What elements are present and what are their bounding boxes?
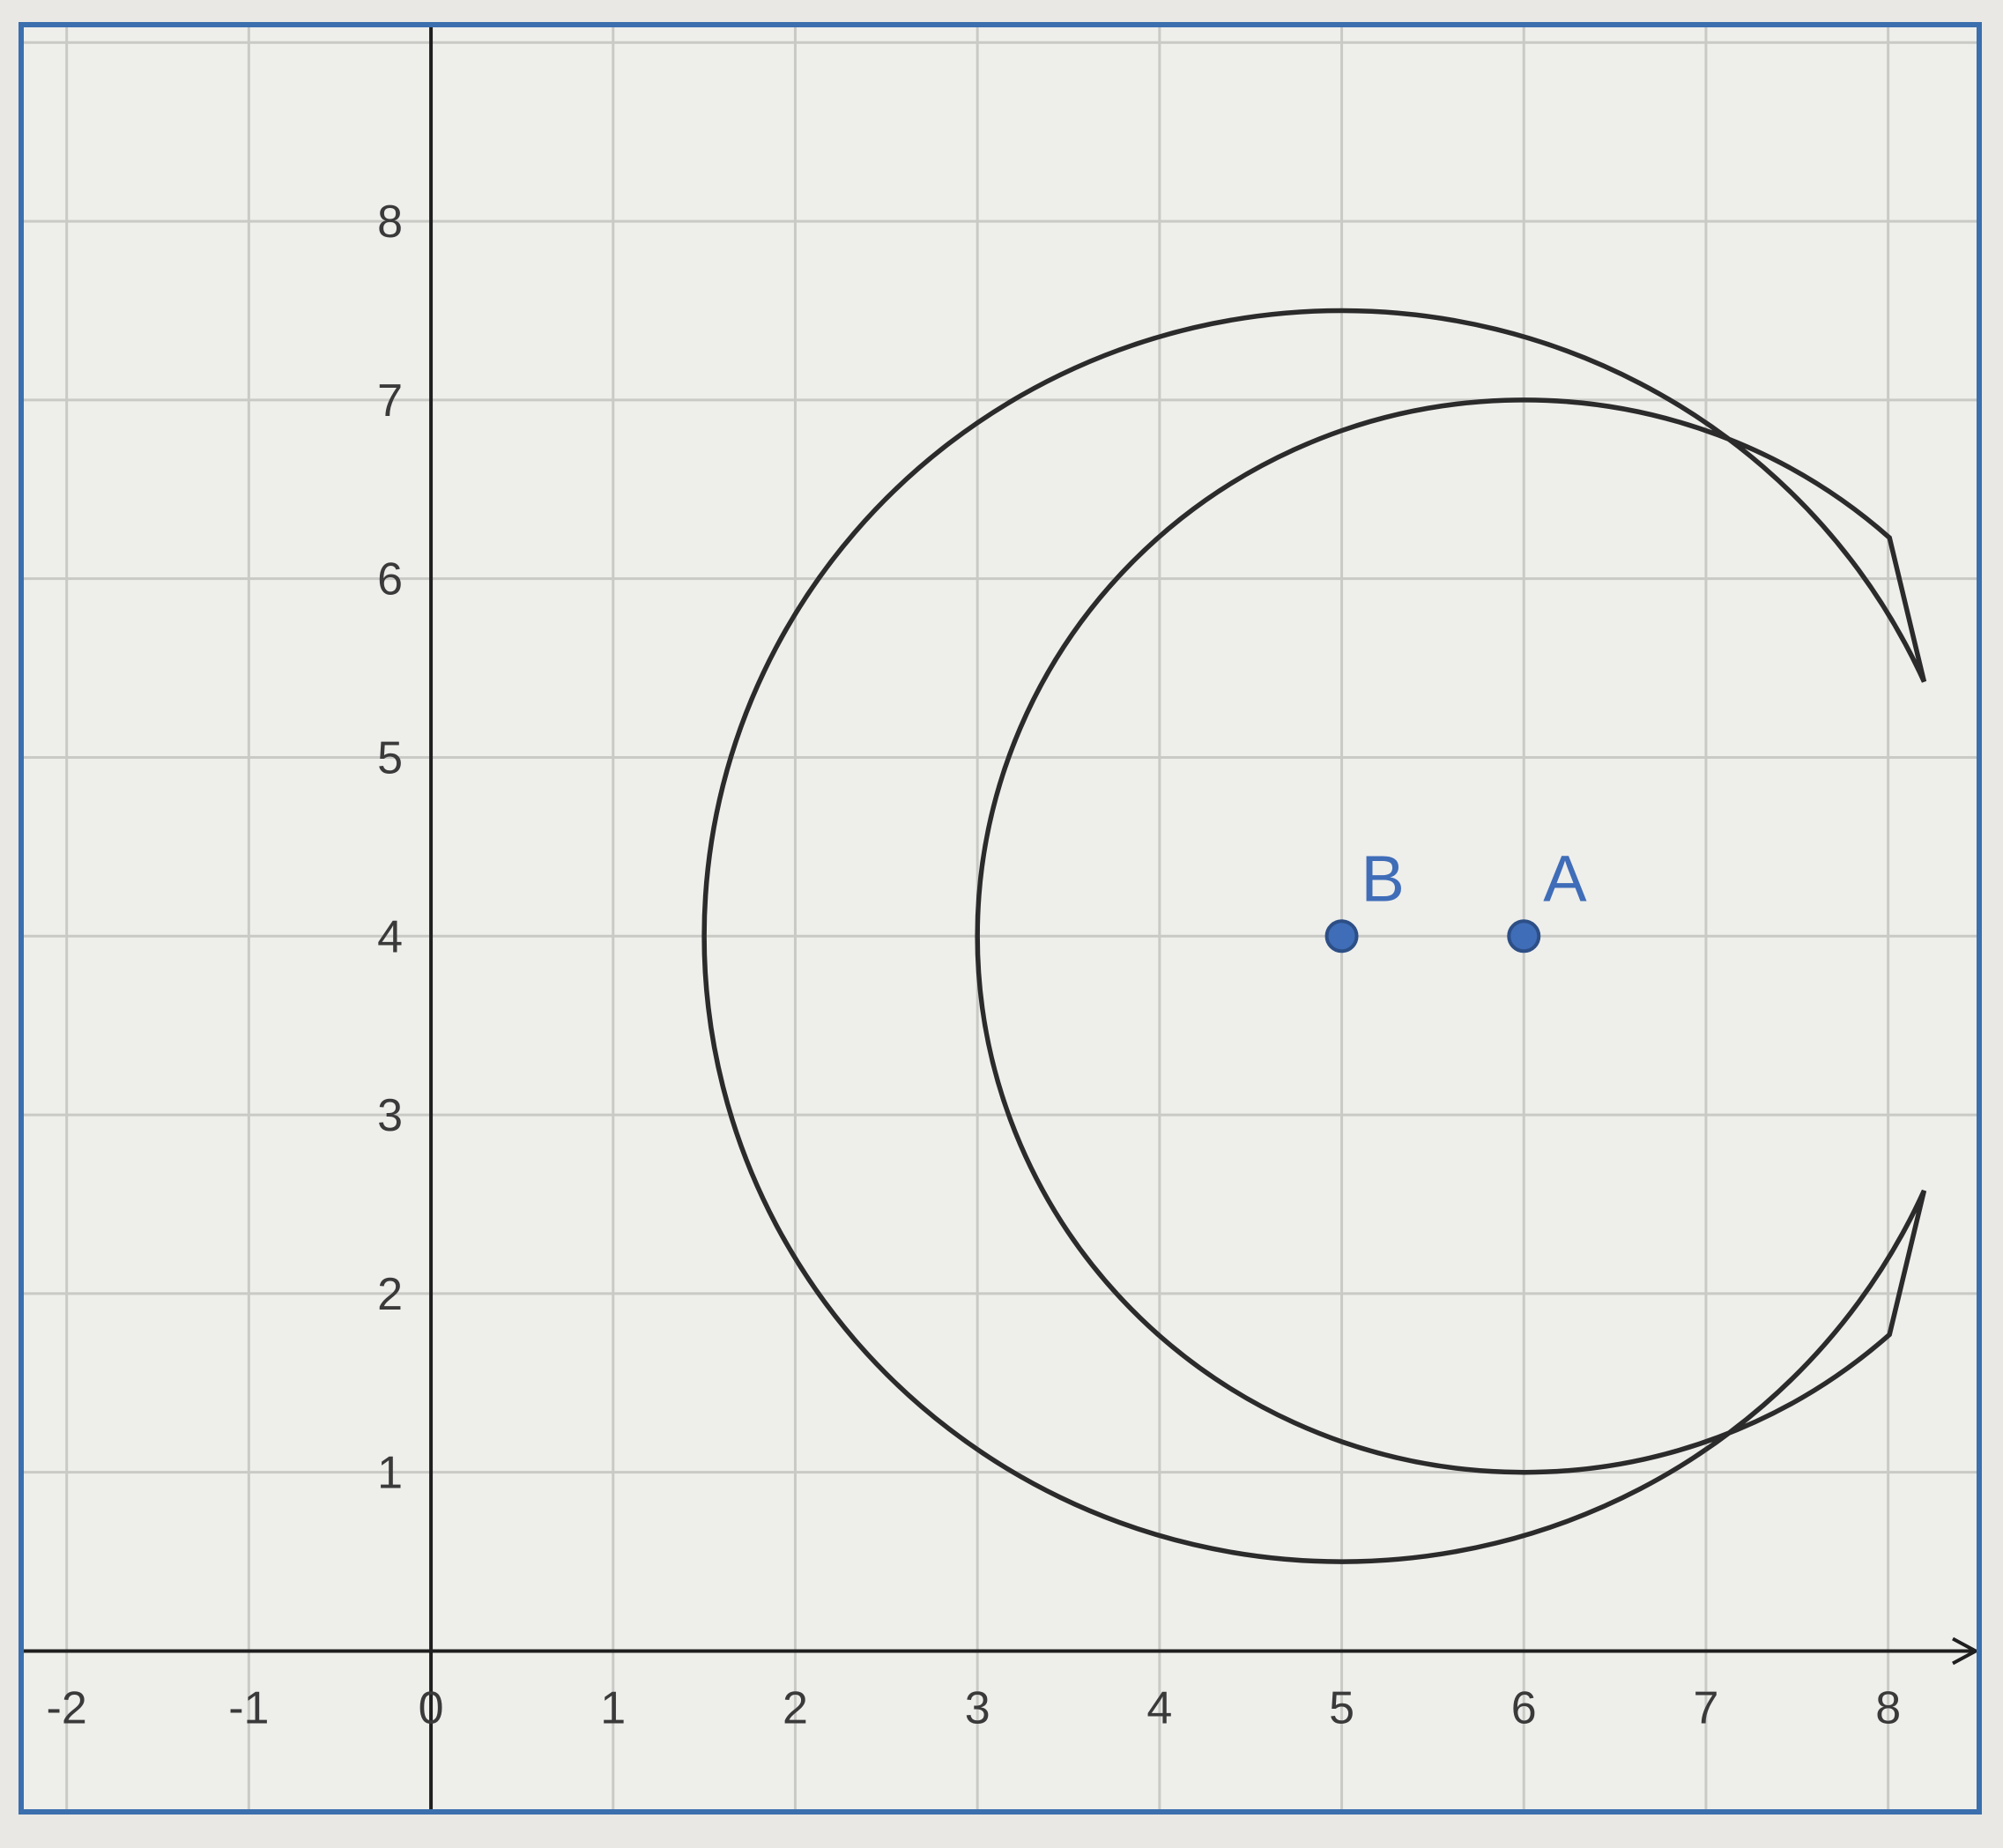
x-tick-label: 1 bbox=[600, 1682, 626, 1733]
x-tick-label: -1 bbox=[228, 1682, 269, 1733]
y-tick-label: 5 bbox=[377, 732, 403, 783]
y-tick-label: 6 bbox=[377, 554, 403, 605]
y-tick-label: 2 bbox=[377, 1269, 403, 1320]
x-axis-tick-labels: -2 -1 0 1 2 3 4 5 6 7 8 bbox=[47, 1682, 1902, 1733]
x-axis-arrow bbox=[1952, 1636, 1980, 1666]
x-tick-label: 7 bbox=[1693, 1682, 1718, 1733]
y-axis-tick-labels: 1 2 3 4 5 6 7 8 bbox=[377, 197, 403, 1499]
x-tick-label: 6 bbox=[1511, 1682, 1537, 1733]
x-tick-label: 5 bbox=[1329, 1682, 1354, 1733]
x-tick-label: 8 bbox=[1875, 1682, 1901, 1733]
x-tick-label: -2 bbox=[47, 1682, 87, 1733]
x-tick-label: 0 bbox=[419, 1682, 444, 1733]
x-tick-label: 4 bbox=[1146, 1682, 1172, 1733]
y-tick-label: 3 bbox=[377, 1090, 403, 1141]
y-tick-label: 4 bbox=[377, 911, 403, 962]
y-tick-label: 1 bbox=[377, 1448, 403, 1499]
y-tick-label: 7 bbox=[377, 375, 403, 427]
point-a bbox=[1507, 919, 1541, 954]
point-b bbox=[1324, 919, 1359, 954]
y-tick-label: 8 bbox=[377, 197, 403, 248]
point-label-a: A bbox=[1543, 842, 1587, 915]
x-tick-label: 3 bbox=[965, 1682, 990, 1733]
figure-frame bbox=[19, 22, 1982, 1815]
x-tick-label: 2 bbox=[783, 1682, 808, 1733]
graph-paper bbox=[21, 25, 1979, 1812]
crescent-moon-shape bbox=[701, 308, 1927, 1564]
point-label-b: B bbox=[1361, 842, 1405, 915]
axes bbox=[21, 25, 1980, 1812]
